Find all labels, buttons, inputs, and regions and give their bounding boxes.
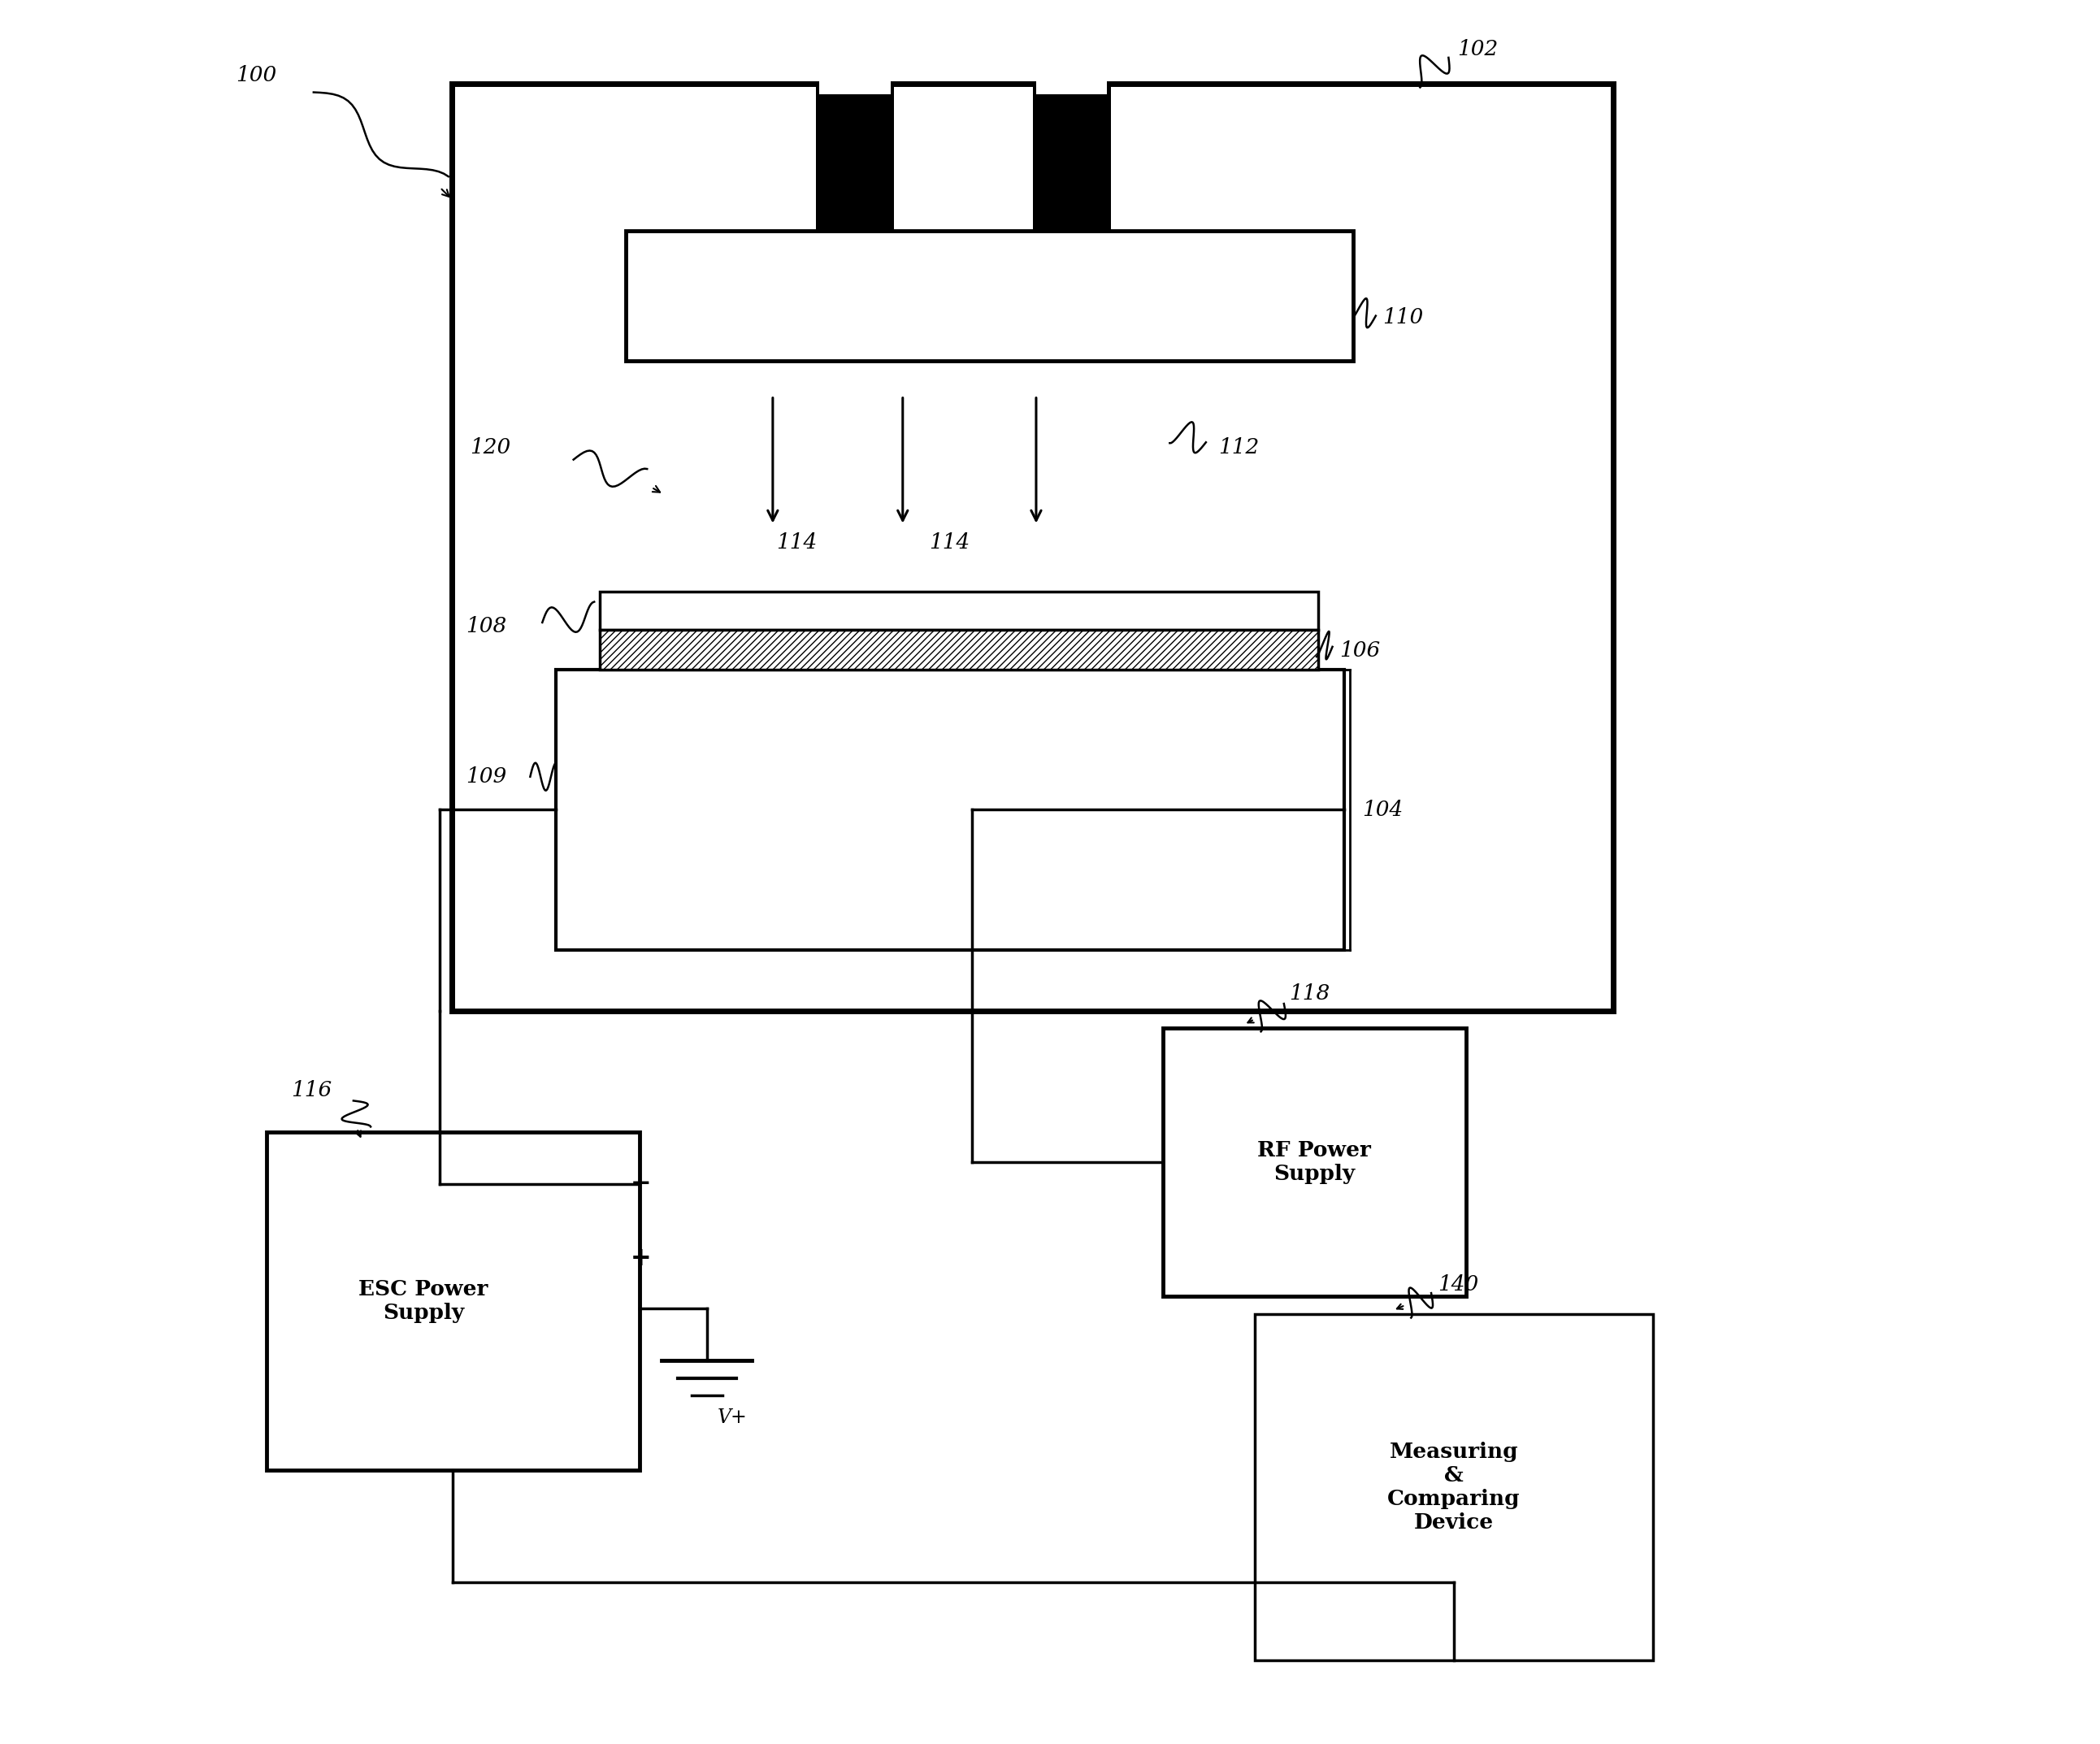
Text: 104: 104 [1363, 799, 1403, 820]
Text: 108: 108 [466, 616, 506, 637]
Text: 106: 106 [1340, 640, 1380, 661]
Bar [1035, 73, 1107, 94]
Text: ESC Power
Supply: ESC Power Supply [359, 1278, 487, 1322]
Text: 114: 114 [928, 532, 970, 553]
Bar [817, 84, 895, 230]
Bar [267, 1132, 638, 1470]
Text: 110: 110 [1382, 307, 1424, 328]
Text: 109: 109 [466, 767, 506, 787]
Text: 140: 140 [1438, 1275, 1478, 1294]
Text: RF Power
Supply: RF Power Supply [1258, 1141, 1371, 1184]
Text: 114: 114 [777, 532, 817, 553]
Text: V+: V+ [718, 1409, 748, 1427]
Text: 102: 102 [1457, 38, 1497, 59]
Bar [598, 630, 1319, 670]
Bar [1254, 1313, 1653, 1660]
Bar [819, 73, 890, 94]
Text: +: + [630, 1245, 651, 1271]
Bar [451, 84, 1613, 1010]
Text: Measuring
&
Comparing
Device: Measuring & Comparing Device [1388, 1442, 1520, 1533]
Bar [598, 630, 1319, 670]
Text: 120: 120 [470, 438, 510, 457]
Bar [626, 230, 1352, 361]
Text: 118: 118 [1289, 984, 1329, 1003]
Text: 112: 112 [1218, 438, 1258, 457]
Bar [598, 591, 1319, 630]
Bar [556, 670, 1344, 950]
Text: 116: 116 [292, 1080, 332, 1100]
Text: −: − [630, 1172, 651, 1196]
Bar [1163, 1027, 1466, 1296]
Text: 100: 100 [235, 65, 277, 85]
Bar [1033, 84, 1111, 230]
